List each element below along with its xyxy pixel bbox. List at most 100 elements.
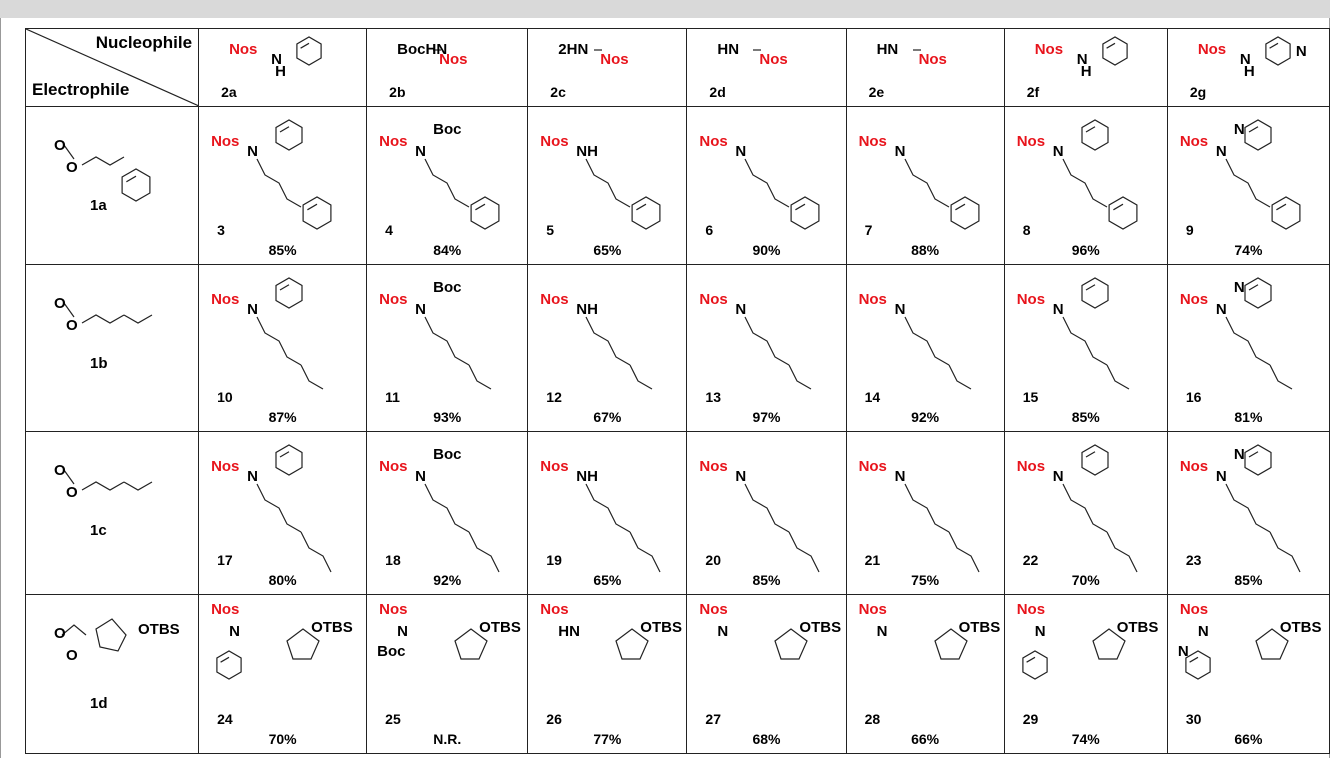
atom-label: Nos <box>1017 133 1045 150</box>
bond <box>1226 159 1270 207</box>
atom-label: N <box>1035 623 1046 640</box>
bond <box>476 204 486 210</box>
atom-label: Nos <box>1017 291 1045 308</box>
electrophile-cell: OO1b <box>26 265 199 432</box>
atom-label: N <box>1053 143 1064 160</box>
yield: 92% <box>847 409 1004 425</box>
product-cell: NosN1087% <box>199 265 367 432</box>
yield: 96% <box>1005 242 1167 258</box>
skeleton <box>687 432 846 594</box>
skeleton <box>1005 107 1168 264</box>
skeleton <box>687 265 846 431</box>
nucleophile-cell: NosNH2f <box>1004 29 1167 107</box>
atom-label: OTBS <box>138 621 180 638</box>
compound-number: 22 <box>1023 552 1039 568</box>
bond <box>1082 278 1108 308</box>
bond <box>1023 651 1047 679</box>
yield: N.R. <box>367 731 527 747</box>
bond <box>1269 43 1277 48</box>
bond <box>1226 317 1270 365</box>
bond <box>126 176 136 182</box>
atom-label: N <box>1234 446 1245 463</box>
yield: 81% <box>1168 409 1329 425</box>
bond <box>1103 37 1127 65</box>
product-cell: NosN1492% <box>846 265 1004 432</box>
atom-label: N <box>1198 623 1209 640</box>
compound-number: 8 <box>1023 222 1031 238</box>
bond <box>425 159 469 207</box>
atom-label: NH <box>576 468 598 485</box>
atom-label: Boc <box>433 279 461 296</box>
skeleton <box>199 107 367 264</box>
atom-label: Boc <box>433 446 461 463</box>
product-cell: NosNOTBS2974% <box>1004 595 1167 754</box>
table-row: OO1aNosN385%NosNBoc484%NosNH565%NosN690%… <box>26 107 1330 265</box>
bond <box>1270 532 1300 572</box>
atom-label: O <box>54 462 66 479</box>
atom-label: HN <box>877 41 899 58</box>
atom-label: OTBS <box>640 619 682 636</box>
bond <box>1086 452 1095 457</box>
atom-label: N <box>1053 468 1064 485</box>
product-cell: NosNH1965% <box>528 432 687 595</box>
compound-number: 30 <box>1186 711 1202 727</box>
compound-number: 20 <box>705 552 721 568</box>
bond <box>949 532 979 572</box>
nucleophile-cell: 2HNNos2c <box>528 29 687 107</box>
atom-label: Nos <box>699 601 727 618</box>
bond <box>792 197 820 229</box>
bond <box>1245 278 1271 308</box>
product-cell: NosNN974% <box>1167 107 1329 265</box>
atom-label: N <box>877 623 888 640</box>
nucleophile-id: 2b <box>389 84 405 100</box>
compound-number: 13 <box>705 389 721 405</box>
bond <box>796 204 806 210</box>
atom-label: NH <box>576 143 598 160</box>
atom-label: Nos <box>211 291 239 308</box>
skeleton <box>847 107 1005 264</box>
bond <box>951 197 979 229</box>
bond <box>745 484 789 532</box>
nucleophile-id: 2e <box>869 84 885 100</box>
bond <box>586 484 630 532</box>
bond <box>1063 317 1107 365</box>
bond <box>1082 445 1108 475</box>
skeleton <box>1168 265 1330 431</box>
atom-label: Nos <box>540 458 568 475</box>
bond <box>301 43 309 48</box>
bond <box>630 532 660 572</box>
bond <box>905 484 949 532</box>
atom-label: OTBS <box>959 619 1001 636</box>
bond <box>221 657 229 662</box>
skeleton <box>528 432 687 594</box>
atom-label: N <box>735 468 746 485</box>
atom-label: Nos <box>1180 601 1208 618</box>
bond <box>1272 197 1300 229</box>
bond <box>586 317 630 365</box>
compound-number: 15 <box>1023 389 1039 405</box>
atom-label: O <box>54 295 66 312</box>
compound-number: 28 <box>865 711 881 727</box>
bond <box>303 197 331 229</box>
atom-label: Nos <box>540 601 568 618</box>
nucleophile-cell: BocHNNos2b <box>367 29 528 107</box>
bond <box>1245 445 1271 475</box>
electrophile-id: 1b <box>90 355 108 372</box>
atom-label: N <box>1216 301 1227 318</box>
bond <box>1186 651 1210 679</box>
yield: 66% <box>1168 731 1329 747</box>
compound-number: 9 <box>1186 222 1194 238</box>
product-cell: NosN2175% <box>846 432 1004 595</box>
compound-number: 25 <box>385 711 401 727</box>
compound-number: 24 <box>217 711 233 727</box>
